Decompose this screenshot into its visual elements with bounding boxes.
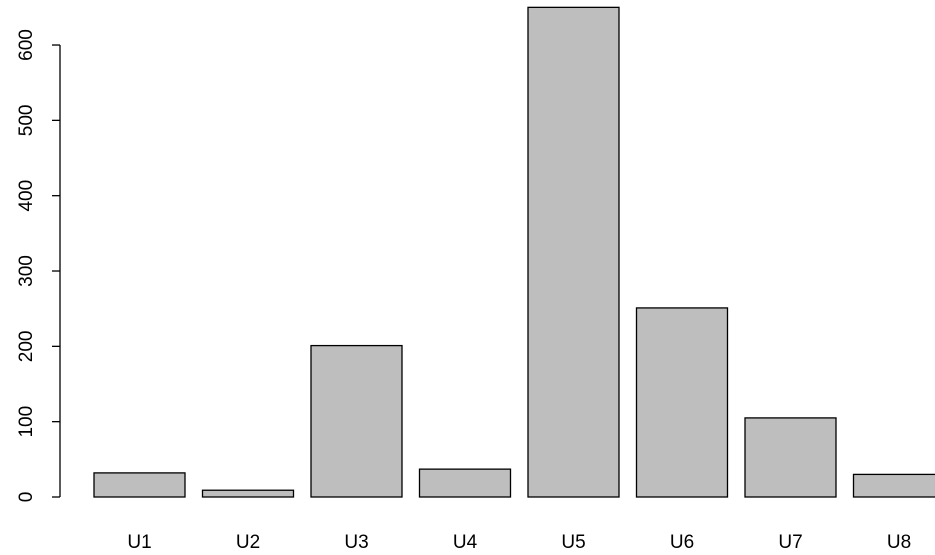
- bar: [852, 473, 935, 498]
- y-tick-label: 500: [16, 104, 37, 136]
- bar: [310, 344, 403, 498]
- x-tick-label: U4: [453, 532, 478, 553]
- bar: [93, 472, 186, 498]
- y-tick-label: 100: [16, 406, 37, 438]
- x-tick-label: U8: [887, 532, 911, 553]
- bar: [527, 6, 620, 498]
- y-axis: 0 100 200 300 400 500 600: [16, 29, 61, 503]
- x-tick-label: U3: [344, 532, 368, 553]
- y-tick-label: 200: [16, 330, 37, 362]
- bar: [635, 307, 729, 498]
- x-tick-label: U2: [236, 532, 260, 553]
- y-tick-label: 400: [16, 180, 37, 212]
- x-axis-labels: U1 U2 U3 U4 U5 U6 U7 U8: [127, 532, 911, 553]
- bar: [744, 417, 837, 498]
- y-tick-label: 0: [16, 492, 37, 503]
- x-tick-label: U6: [670, 532, 694, 553]
- x-tick-label: U7: [778, 532, 802, 553]
- bar: [418, 468, 512, 498]
- x-tick-label: U5: [561, 532, 585, 553]
- y-tick-label: 600: [16, 29, 37, 61]
- bars: [93, 6, 935, 498]
- y-tick-label: 300: [16, 255, 37, 287]
- x-tick-label: U1: [127, 532, 151, 553]
- bar: [201, 489, 295, 498]
